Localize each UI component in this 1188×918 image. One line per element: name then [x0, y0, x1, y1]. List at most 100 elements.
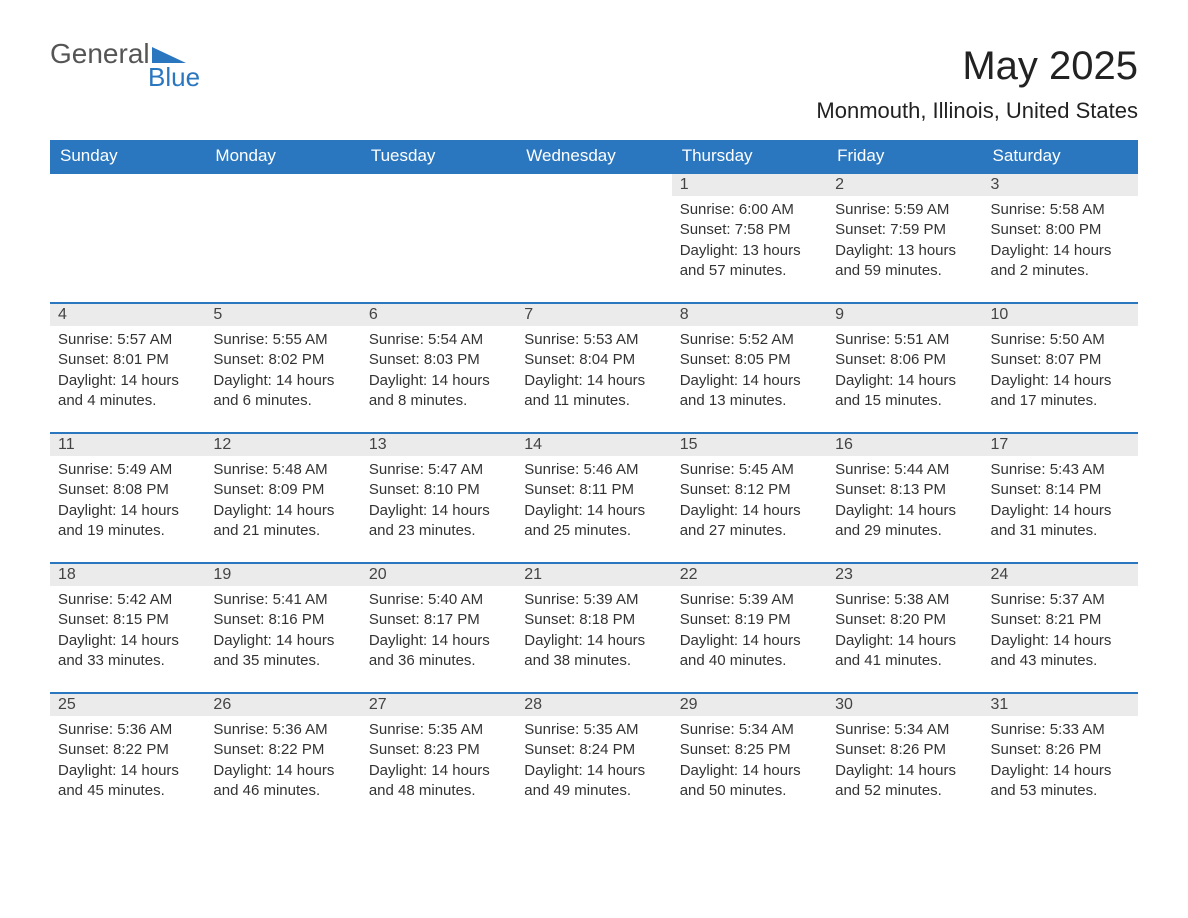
calendar-day-cell: 19Sunrise: 5:41 AMSunset: 8:16 PMDayligh…	[205, 563, 360, 693]
calendar-day-cell: 21Sunrise: 5:39 AMSunset: 8:18 PMDayligh…	[516, 563, 671, 693]
sunset-text: Sunset: 8:03 PM	[369, 350, 508, 370]
sunrise-text: Sunrise: 5:43 AM	[991, 460, 1130, 480]
day-details: Sunrise: 5:33 AMSunset: 8:26 PMDaylight:…	[983, 716, 1138, 807]
sunset-text: Sunset: 8:08 PM	[58, 480, 197, 500]
day-details: Sunrise: 5:47 AMSunset: 8:10 PMDaylight:…	[361, 456, 516, 547]
calendar-day-cell: 31Sunrise: 5:33 AMSunset: 8:26 PMDayligh…	[983, 693, 1138, 822]
calendar-day-cell: 8Sunrise: 5:52 AMSunset: 8:05 PMDaylight…	[672, 303, 827, 433]
sunrise-text: Sunrise: 5:44 AM	[835, 460, 974, 480]
sunrise-text: Sunrise: 5:45 AM	[680, 460, 819, 480]
calendar-day-cell: 2Sunrise: 5:59 AMSunset: 7:59 PMDaylight…	[827, 173, 982, 303]
day-number: 23	[827, 564, 982, 586]
calendar-day-cell	[50, 173, 205, 303]
daylight-text: Daylight: 14 hours and 13 minutes.	[680, 371, 819, 412]
day-details: Sunrise: 5:39 AMSunset: 8:18 PMDaylight:…	[516, 586, 671, 677]
daylight-text: Daylight: 14 hours and 36 minutes.	[369, 631, 508, 672]
sunrise-text: Sunrise: 5:38 AM	[835, 590, 974, 610]
daylight-text: Daylight: 14 hours and 41 minutes.	[835, 631, 974, 672]
day-number: 20	[361, 564, 516, 586]
calendar-day-cell: 10Sunrise: 5:50 AMSunset: 8:07 PMDayligh…	[983, 303, 1138, 433]
sunrise-text: Sunrise: 5:57 AM	[58, 330, 197, 350]
calendar-day-cell: 28Sunrise: 5:35 AMSunset: 8:24 PMDayligh…	[516, 693, 671, 822]
calendar-day-cell: 4Sunrise: 5:57 AMSunset: 8:01 PMDaylight…	[50, 303, 205, 433]
day-number: 21	[516, 564, 671, 586]
calendar-week-row: 4Sunrise: 5:57 AMSunset: 8:01 PMDaylight…	[50, 303, 1138, 433]
sunset-text: Sunset: 8:02 PM	[213, 350, 352, 370]
day-number: 14	[516, 434, 671, 456]
day-number: 13	[361, 434, 516, 456]
day-details: Sunrise: 5:39 AMSunset: 8:19 PMDaylight:…	[672, 586, 827, 677]
calendar-day-cell	[205, 173, 360, 303]
sunset-text: Sunset: 8:15 PM	[58, 610, 197, 630]
sunset-text: Sunset: 8:18 PM	[524, 610, 663, 630]
calendar-day-cell: 9Sunrise: 5:51 AMSunset: 8:06 PMDaylight…	[827, 303, 982, 433]
daylight-text: Daylight: 13 hours and 59 minutes.	[835, 241, 974, 282]
calendar-day-cell: 11Sunrise: 5:49 AMSunset: 8:08 PMDayligh…	[50, 433, 205, 563]
day-number: 11	[50, 434, 205, 456]
daylight-text: Daylight: 14 hours and 23 minutes.	[369, 501, 508, 542]
daylight-text: Daylight: 14 hours and 17 minutes.	[991, 371, 1130, 412]
calendar-day-cell: 1Sunrise: 6:00 AMSunset: 7:58 PMDaylight…	[672, 173, 827, 303]
calendar-week-row: 18Sunrise: 5:42 AMSunset: 8:15 PMDayligh…	[50, 563, 1138, 693]
sunrise-text: Sunrise: 5:51 AM	[835, 330, 974, 350]
day-details: Sunrise: 5:59 AMSunset: 7:59 PMDaylight:…	[827, 196, 982, 287]
sunrise-text: Sunrise: 5:42 AM	[58, 590, 197, 610]
page-title: May 2025	[962, 44, 1138, 89]
calendar-day-cell	[516, 173, 671, 303]
sunrise-text: Sunrise: 5:53 AM	[524, 330, 663, 350]
calendar-day-cell: 26Sunrise: 5:36 AMSunset: 8:22 PMDayligh…	[205, 693, 360, 822]
day-details: Sunrise: 5:37 AMSunset: 8:21 PMDaylight:…	[983, 586, 1138, 677]
day-number: 29	[672, 694, 827, 716]
sunset-text: Sunset: 8:22 PM	[58, 740, 197, 760]
header-row: General Blue May 2025	[50, 40, 1138, 90]
calendar-day-cell: 14Sunrise: 5:46 AMSunset: 8:11 PMDayligh…	[516, 433, 671, 563]
calendar-day-cell: 5Sunrise: 5:55 AMSunset: 8:02 PMDaylight…	[205, 303, 360, 433]
sunset-text: Sunset: 8:07 PM	[991, 350, 1130, 370]
sunset-text: Sunset: 8:20 PM	[835, 610, 974, 630]
day-details: Sunrise: 5:35 AMSunset: 8:24 PMDaylight:…	[516, 716, 671, 807]
calendar-week-row: 25Sunrise: 5:36 AMSunset: 8:22 PMDayligh…	[50, 693, 1138, 822]
weekday-header: Wednesday	[516, 140, 671, 173]
sunrise-text: Sunrise: 5:40 AM	[369, 590, 508, 610]
calendar-day-cell: 29Sunrise: 5:34 AMSunset: 8:25 PMDayligh…	[672, 693, 827, 822]
sunset-text: Sunset: 8:23 PM	[369, 740, 508, 760]
sunrise-text: Sunrise: 5:35 AM	[369, 720, 508, 740]
calendar-body: 1Sunrise: 6:00 AMSunset: 7:58 PMDaylight…	[50, 173, 1138, 822]
sunset-text: Sunset: 8:11 PM	[524, 480, 663, 500]
day-details: Sunrise: 5:40 AMSunset: 8:17 PMDaylight:…	[361, 586, 516, 677]
sunrise-text: Sunrise: 5:36 AM	[58, 720, 197, 740]
weekday-header: Friday	[827, 140, 982, 173]
day-number: 6	[361, 304, 516, 326]
daylight-text: Daylight: 14 hours and 40 minutes.	[680, 631, 819, 672]
day-number: 30	[827, 694, 982, 716]
sunrise-text: Sunrise: 5:58 AM	[991, 200, 1130, 220]
calendar-page: General Blue May 2025 Monmouth, Illinois…	[0, 0, 1188, 862]
daylight-text: Daylight: 14 hours and 48 minutes.	[369, 761, 508, 802]
sunset-text: Sunset: 8:22 PM	[213, 740, 352, 760]
daylight-text: Daylight: 14 hours and 21 minutes.	[213, 501, 352, 542]
daylight-text: Daylight: 14 hours and 38 minutes.	[524, 631, 663, 672]
daylight-text: Daylight: 14 hours and 33 minutes.	[58, 631, 197, 672]
day-details: Sunrise: 5:38 AMSunset: 8:20 PMDaylight:…	[827, 586, 982, 677]
sunrise-text: Sunrise: 5:33 AM	[991, 720, 1130, 740]
weekday-header-row: SundayMondayTuesdayWednesdayThursdayFrid…	[50, 140, 1138, 173]
day-details: Sunrise: 5:44 AMSunset: 8:13 PMDaylight:…	[827, 456, 982, 547]
sunrise-text: Sunrise: 5:54 AM	[369, 330, 508, 350]
sunset-text: Sunset: 8:24 PM	[524, 740, 663, 760]
sunrise-text: Sunrise: 5:37 AM	[991, 590, 1130, 610]
day-number: 18	[50, 564, 205, 586]
day-number: 26	[205, 694, 360, 716]
calendar-table: SundayMondayTuesdayWednesdayThursdayFrid…	[50, 140, 1138, 822]
sunrise-text: Sunrise: 5:52 AM	[680, 330, 819, 350]
day-number: 5	[205, 304, 360, 326]
weekday-header: Thursday	[672, 140, 827, 173]
daylight-text: Daylight: 14 hours and 8 minutes.	[369, 371, 508, 412]
day-number: 15	[672, 434, 827, 456]
weekday-header: Tuesday	[361, 140, 516, 173]
day-details: Sunrise: 5:36 AMSunset: 8:22 PMDaylight:…	[205, 716, 360, 807]
logo-text-general: General	[50, 40, 150, 68]
sunrise-text: Sunrise: 5:36 AM	[213, 720, 352, 740]
sunrise-text: Sunrise: 5:39 AM	[680, 590, 819, 610]
calendar-day-cell: 20Sunrise: 5:40 AMSunset: 8:17 PMDayligh…	[361, 563, 516, 693]
calendar-day-cell: 18 Sunrise: 5:42 AMSunset: 8:15 PMDayligh…	[50, 563, 205, 693]
